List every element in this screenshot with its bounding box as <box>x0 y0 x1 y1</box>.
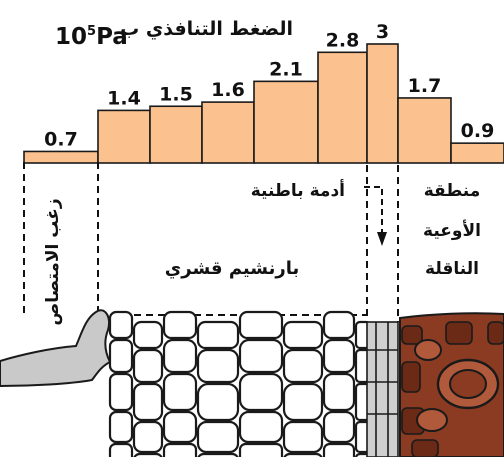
bar-5 <box>317 51 368 164</box>
vascular-cell <box>401 325 423 345</box>
label-vascular-line3: الناقلة <box>425 259 479 279</box>
endodermis-strip <box>366 321 399 457</box>
cortex-cell <box>238 338 284 374</box>
bar-4 <box>253 80 319 164</box>
cortex-cell <box>282 320 324 350</box>
pressure-bars: 0.7 1.4 1.5 1.6 2.1 2.8 3 1.7 0.9 <box>23 21 504 164</box>
endodermis-arrowhead <box>377 232 387 246</box>
cortex-cell <box>132 320 164 350</box>
label-vascular-line1: منطقة <box>424 181 481 201</box>
title-text: الضغط التنافذي ب <box>120 18 293 41</box>
cortex-cell <box>322 372 356 412</box>
label-vascular-line2: الأوعية <box>423 220 481 241</box>
cortex-cell <box>196 420 240 454</box>
bar-label-3: 1.6 <box>211 79 245 101</box>
root-hair-cell <box>0 309 112 388</box>
cortex-cells <box>108 310 372 457</box>
bar-7 <box>397 97 452 164</box>
bar-0 <box>23 150 99 164</box>
bar-3 <box>201 101 255 164</box>
cortex-cell <box>238 442 284 457</box>
cortex-cell <box>108 372 134 412</box>
cortex-cell <box>162 410 198 444</box>
bar-label-8: 0.9 <box>461 120 495 142</box>
cortex-cell <box>238 410 284 444</box>
cortex-cell <box>162 310 198 340</box>
cortex-cell <box>322 410 356 444</box>
bar-label-5: 2.8 <box>326 29 360 51</box>
cortex-cell <box>322 338 356 374</box>
vascular-tissue <box>399 312 504 457</box>
cortex-cell <box>322 310 356 340</box>
cortex-cell <box>133 452 163 457</box>
bar-8 <box>450 142 504 164</box>
label-endodermis: أدمة باطنية <box>251 179 345 201</box>
cortex-cell <box>196 320 240 350</box>
cortex-cell <box>108 338 134 374</box>
vascular-cell <box>487 321 504 345</box>
bar-label-6: 3 <box>376 21 389 43</box>
endodermis-pointer-line <box>364 186 383 236</box>
cortex-cell <box>108 442 134 457</box>
cortex-cell <box>162 338 198 374</box>
cortex-cell <box>132 420 164 454</box>
root-tissue-illustration <box>0 309 504 457</box>
cortex-cell <box>196 348 240 384</box>
bar-label-7: 1.7 <box>408 75 442 97</box>
cortex-cell <box>282 382 324 422</box>
cortex-cell <box>108 310 134 340</box>
bar-6 <box>366 43 399 164</box>
diagram-title: الضغط التنافذي ب 105Pa <box>55 18 293 50</box>
label-vascular-zone: منطقة الأوعية الناقلة <box>423 181 481 279</box>
cortex-cell <box>108 410 134 444</box>
bar-1 <box>97 109 151 164</box>
label-endodermis-group: أدمة باطنية <box>251 179 387 246</box>
label-cortex: بارنشيم قشري <box>165 258 299 279</box>
cortex-cell <box>132 382 164 422</box>
cortex-cell <box>162 372 198 412</box>
vascular-cell <box>445 321 473 345</box>
cortex-cell <box>238 372 284 412</box>
cortex-cell <box>196 382 240 422</box>
cortex-cell <box>197 452 239 457</box>
cortex-cell <box>282 420 324 454</box>
cortex-cell <box>162 442 198 457</box>
bar-label-1: 1.4 <box>107 87 141 109</box>
cortex-cell <box>282 348 324 384</box>
label-root-hair: زغب الامتصاص <box>43 198 63 325</box>
bar-label-0: 0.7 <box>44 128 78 150</box>
bar-label-2: 1.5 <box>159 83 193 105</box>
vascular-cell <box>401 361 421 393</box>
cortex-cell <box>322 442 356 457</box>
vascular-cell <box>411 439 439 457</box>
bar-2 <box>149 105 203 164</box>
bar-label-4: 2.1 <box>269 58 303 80</box>
zone-dividers <box>23 162 399 322</box>
cortex-cell <box>238 310 284 340</box>
title-unit: 105Pa <box>55 24 128 50</box>
cortex-cell <box>132 348 164 384</box>
cortex-cell <box>283 452 323 457</box>
